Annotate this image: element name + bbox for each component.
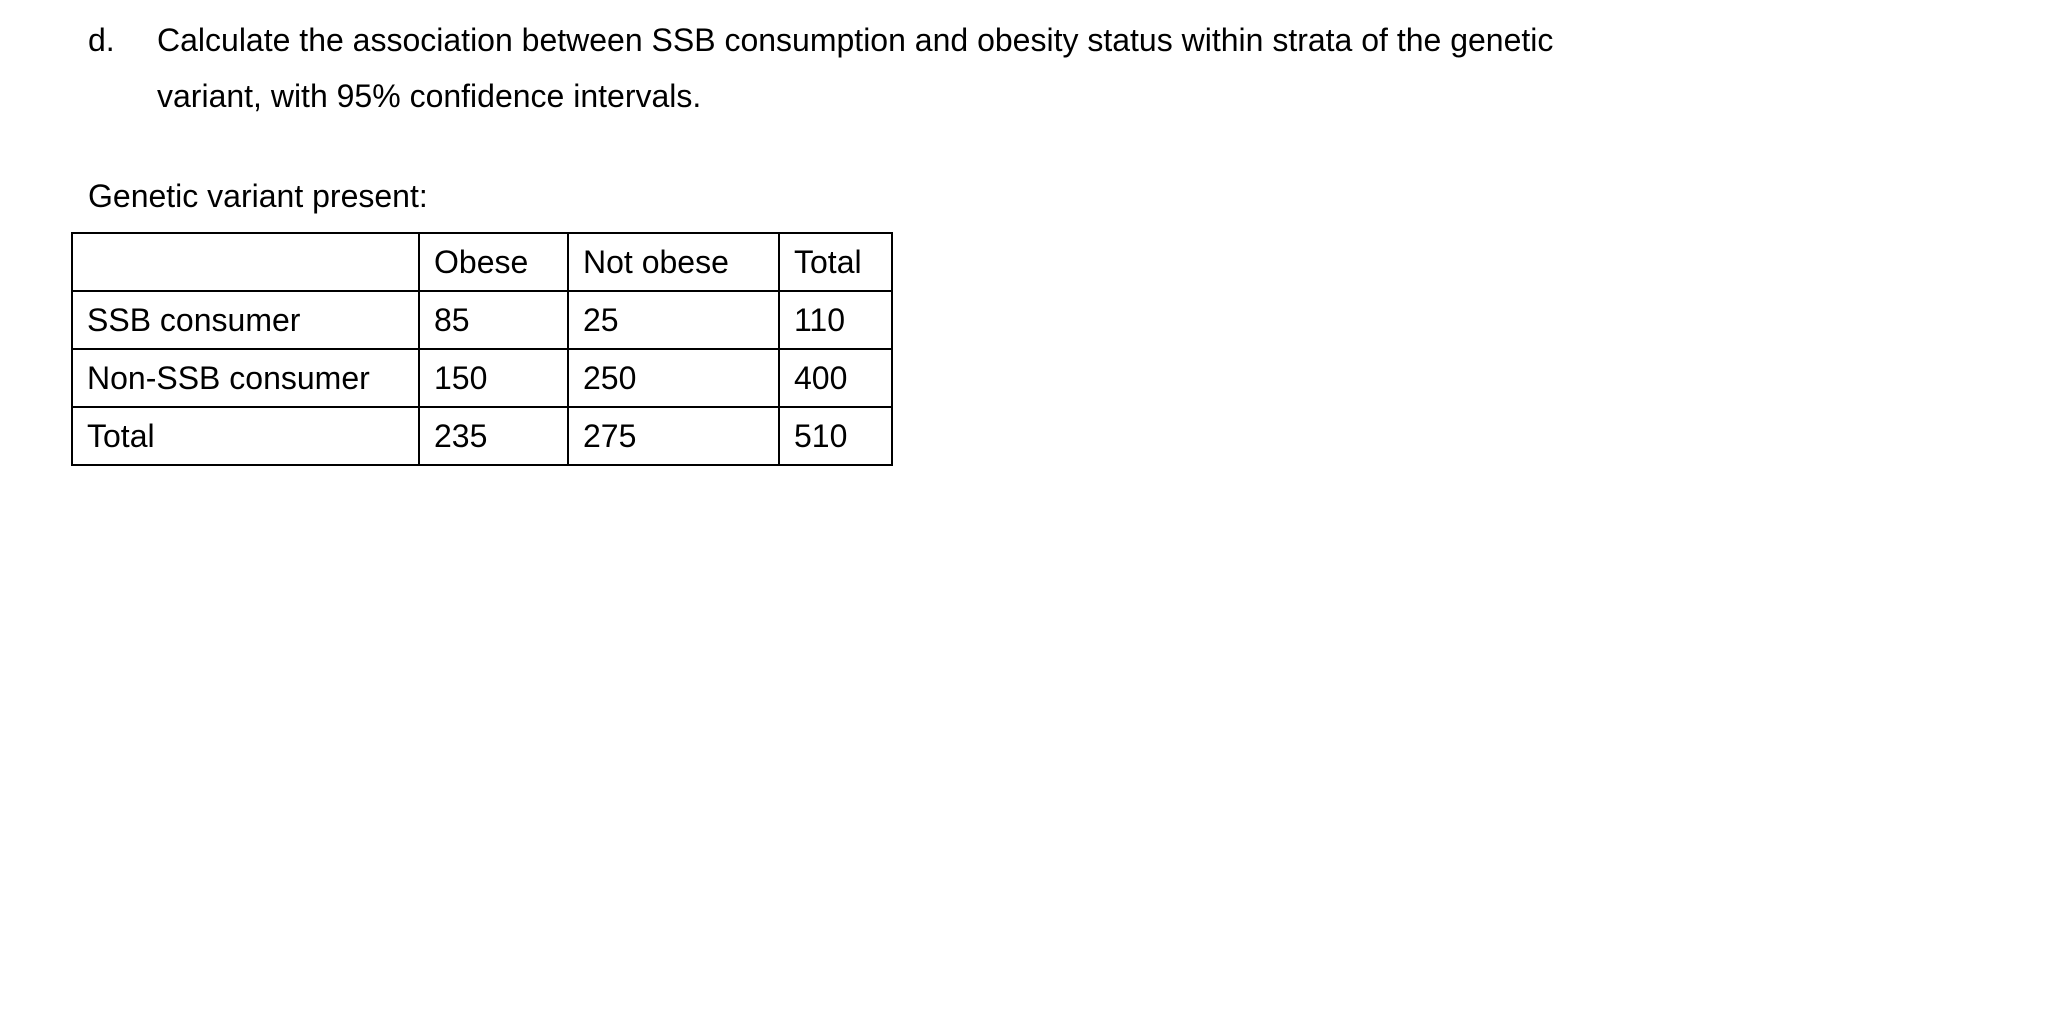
question-text: Calculate the association between SSB co… [157,12,1553,124]
cell-obese: 85 [418,290,569,350]
cell-not-obese: 25 [567,290,780,350]
cell-total: 510 [778,406,893,466]
question-letter: d. [88,22,115,58]
table-header-row: Obese Not obese Total [71,232,893,292]
row-label: Non-SSB consumer [71,348,420,408]
cell-total: 400 [778,348,893,408]
cell-not-obese: 250 [567,348,780,408]
question-item-d: d. Calculate the association between SSB… [88,12,1553,124]
cell-obese: 235 [418,406,569,466]
cell-obese: 150 [418,348,569,408]
table-caption: Genetic variant present: [88,178,428,214]
table-row-ssb-consumer: SSB consumer 85 25 110 [71,290,893,350]
header-empty-cell [71,232,420,292]
table-row-non-ssb-consumer: Non-SSB consumer 150 250 400 [71,348,893,408]
table-row-total: Total 235 275 510 [71,406,893,466]
header-not-obese: Not obese [567,232,780,292]
question-text-line2: variant, with 95% confidence intervals. [157,78,702,114]
header-obese: Obese [418,232,569,292]
row-label: SSB consumer [71,290,420,350]
contingency-table: Obese Not obese Total SSB consumer 85 25… [71,232,893,466]
row-label: Total [71,406,420,466]
header-total: Total [778,232,893,292]
cell-not-obese: 275 [567,406,780,466]
question-text-line1: Calculate the association between SSB co… [157,22,1554,58]
cell-total: 110 [778,290,893,350]
